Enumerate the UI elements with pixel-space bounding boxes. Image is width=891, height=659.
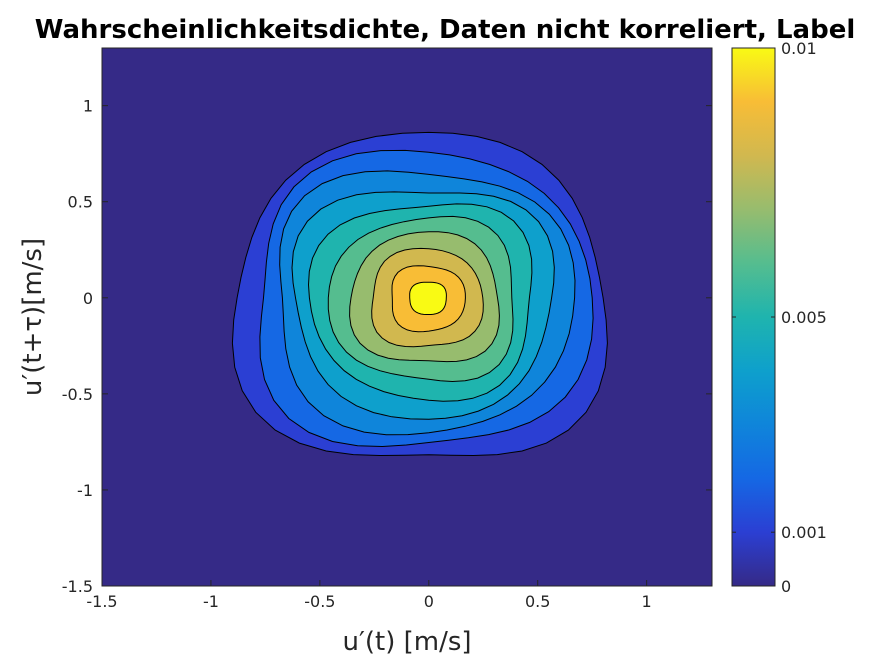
y-axis: -1.5 -1 -0.5 0 0.5 1 <box>62 97 712 596</box>
colorbar-tick-label: 0 <box>781 577 791 596</box>
x-tick-label: -1.5 <box>86 592 117 611</box>
x-tick-label: 0 <box>424 592 434 611</box>
plot-area <box>101 47 713 587</box>
plot-frame <box>101 47 713 587</box>
y-axis-label: u′(t+τ)[m/s] <box>18 238 48 396</box>
colorbar-tick-label: 0.001 <box>781 523 827 542</box>
colorbar: 0 0.001 0.005 0.01 <box>731 39 827 596</box>
x-tick-label: -1 <box>203 592 219 611</box>
y-tick-label: -0.5 <box>62 385 93 404</box>
contour-bands <box>231 131 608 457</box>
y-tick-label: 0 <box>83 289 93 308</box>
x-axis: -1.5 -1 -0.5 0 0.5 1 <box>86 580 652 611</box>
y-tick-label: 0.5 <box>68 193 93 212</box>
chart-title: Wahrscheinlichkeitsdichte, Daten nicht k… <box>35 15 856 45</box>
x-tick-label: 1 <box>642 592 652 611</box>
y-tick-label: -1.5 <box>62 577 93 596</box>
contour-band <box>409 281 447 315</box>
colorbar-tick-label: 0.01 <box>781 39 817 58</box>
x-tick-label: 0.5 <box>525 592 550 611</box>
colorbar-tick-label: 0.005 <box>781 308 827 327</box>
colorbar-ticks: 0 0.001 0.005 0.01 <box>732 39 827 596</box>
x-tick-label: -0.5 <box>304 592 335 611</box>
colorbar-gradient <box>731 47 776 587</box>
y-tick-label: -1 <box>77 481 93 500</box>
x-axis-label: u′(t) [m/s] <box>342 627 471 657</box>
y-tick-label: 1 <box>83 97 93 116</box>
